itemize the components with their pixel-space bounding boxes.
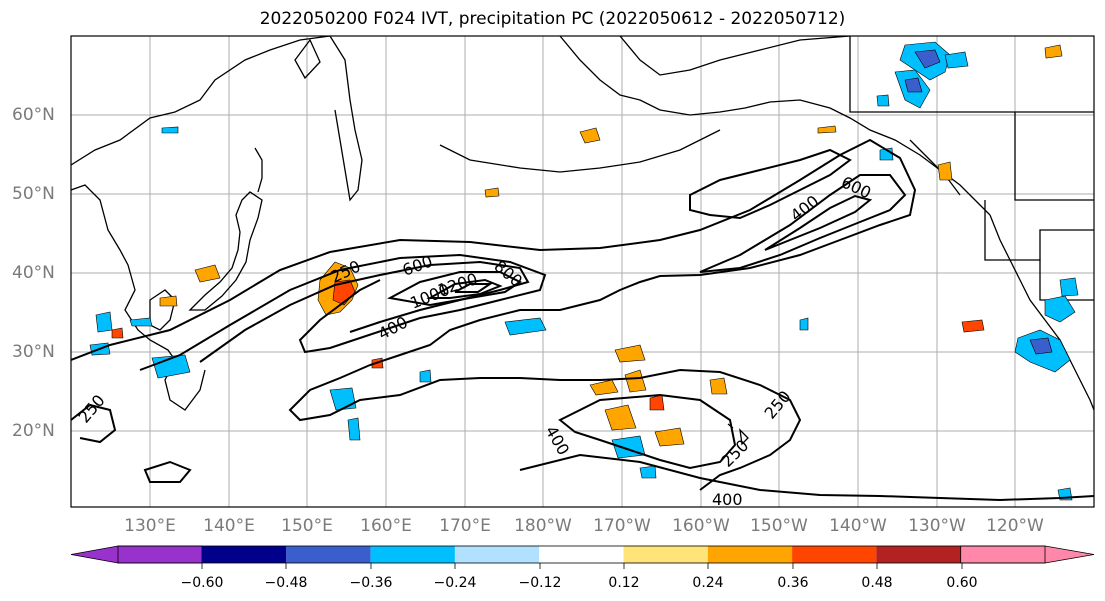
colorbar-cell bbox=[202, 546, 287, 563]
colorbar-extend-min bbox=[70, 545, 203, 564]
colorbar-cell bbox=[707, 546, 793, 563]
colorbar-tick-label: 0.60 bbox=[946, 575, 977, 591]
lon-label: 130°W bbox=[908, 516, 966, 536]
lon-label: 130°E bbox=[124, 516, 176, 536]
lat-label: 60°N bbox=[12, 105, 55, 125]
map-title: 2022050200 F024 IVT, precipitation PC (2… bbox=[259, 9, 846, 29]
colorbar-tick-labels: −0.60 −0.48 −0.36 −0.24 −0.12 0.12 0.24 … bbox=[181, 575, 978, 591]
lon-label: 170°W bbox=[593, 516, 651, 536]
lat-label: 40°N bbox=[12, 263, 55, 283]
plot-frame bbox=[70, 35, 1095, 508]
ivt-contours bbox=[71, 138, 1094, 502]
colorbar-tick-label: 0.24 bbox=[692, 575, 723, 591]
lat-label: 50°N bbox=[12, 184, 55, 204]
colorbar-tick-label: −0.48 bbox=[265, 575, 308, 591]
colorbar-ticks bbox=[201, 563, 963, 569]
precipitation-shading bbox=[89, 41, 1079, 501]
colorbar-cells bbox=[70, 545, 1095, 564]
lat-label: 30°N bbox=[12, 342, 55, 362]
colorbar-cell bbox=[539, 546, 624, 563]
lon-label: 120°W bbox=[986, 516, 1044, 536]
coastlines bbox=[71, 36, 1094, 446]
lon-label: 150°E bbox=[281, 516, 333, 536]
colorbar-tick-label: −0.24 bbox=[434, 575, 477, 591]
plot-area bbox=[71, 36, 1094, 507]
colorbar-extend-max bbox=[960, 545, 1095, 564]
colorbar-tick-label: −0.36 bbox=[350, 575, 393, 591]
colorbar-tick-label: −0.12 bbox=[519, 575, 562, 591]
lon-label: 150°W bbox=[750, 516, 808, 536]
lon-label: 170°E bbox=[439, 516, 491, 536]
lon-label: 180°W bbox=[514, 516, 572, 536]
lon-label: 140°E bbox=[203, 516, 255, 536]
longitude-labels: 130°E 140°E 150°E 160°E 170°E 180°W 170°… bbox=[124, 516, 1044, 536]
lat-label: 20°N bbox=[12, 421, 55, 441]
latitude-labels: 60°N 50°N 40°N 30°N 20°N bbox=[12, 105, 55, 441]
colorbar-frame bbox=[117, 545, 1046, 564]
contour-label: 400 bbox=[712, 490, 743, 509]
colorbar-cell bbox=[286, 546, 371, 563]
colorbar-cell bbox=[454, 546, 540, 563]
lon-label: 160°E bbox=[360, 516, 412, 536]
colorbar-cell bbox=[370, 546, 455, 563]
colorbar: −0.60 −0.48 −0.36 −0.24 −0.12 0.12 0.24 … bbox=[70, 545, 1095, 591]
colorbar-tick-label: −0.60 bbox=[181, 575, 224, 591]
lon-label: 140°W bbox=[829, 516, 887, 536]
colorbar-cell bbox=[876, 546, 961, 563]
colorbar-tick-label: 0.12 bbox=[608, 575, 639, 591]
colorbar-cell bbox=[623, 546, 708, 563]
colorbar-tick-label: 0.48 bbox=[861, 575, 892, 591]
colorbar-cell bbox=[792, 546, 877, 563]
gridlines bbox=[71, 36, 1094, 507]
colorbar-tick-label: 0.36 bbox=[777, 575, 808, 591]
lon-label: 160°W bbox=[672, 516, 730, 536]
negative-patches bbox=[89, 41, 1079, 501]
